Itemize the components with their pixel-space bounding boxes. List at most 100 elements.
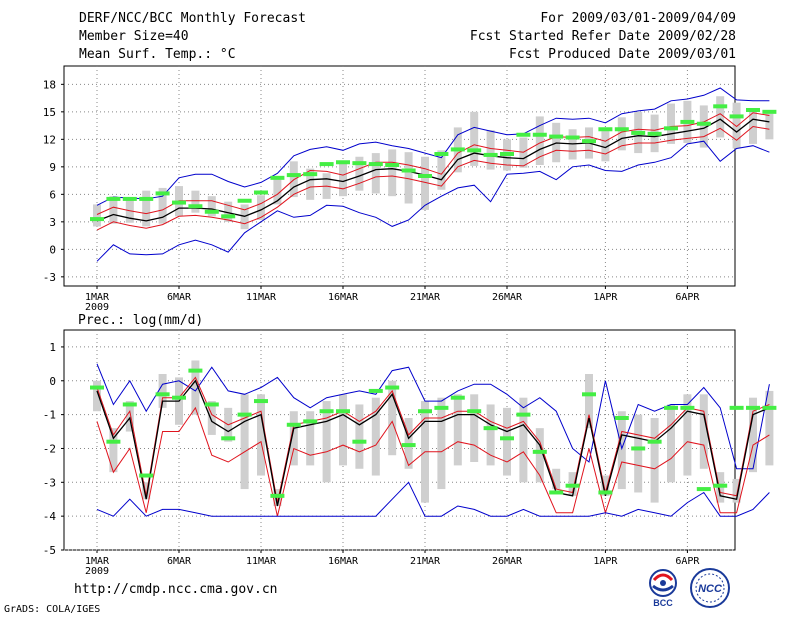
x-tick-label: 6APR xyxy=(675,556,700,567)
precip-panel-title: Prec.: log(mm/d) xyxy=(78,313,203,328)
spread-bar xyxy=(650,418,659,503)
x-tick-label: 21MAR xyxy=(410,556,441,567)
spread-bar xyxy=(306,411,315,466)
spread-bar xyxy=(552,468,561,490)
x-tick-label: 16MAR xyxy=(328,292,359,303)
median-mark xyxy=(106,439,121,444)
median-mark xyxy=(254,399,268,404)
spread-bar xyxy=(388,380,397,456)
median-mark xyxy=(270,493,285,498)
spread-bar xyxy=(371,397,380,476)
footer-url[interactable]: http://cmdp.ncc.cma.gov.cn xyxy=(74,582,278,597)
median-mark xyxy=(204,402,219,407)
spread-bar xyxy=(404,152,413,204)
median-mark xyxy=(188,204,203,209)
spread-bar xyxy=(339,394,347,466)
spread-bar xyxy=(437,150,446,190)
spread-bar xyxy=(601,475,610,496)
median-mark xyxy=(549,134,564,139)
median-mark xyxy=(385,385,400,390)
spread-bar xyxy=(240,394,249,490)
median-mark xyxy=(450,395,465,400)
median-mark xyxy=(418,174,432,178)
median-mark xyxy=(614,416,629,420)
series-line-max xyxy=(96,87,770,206)
median-mark xyxy=(582,392,596,397)
spread-bar xyxy=(699,105,708,148)
spread-bar xyxy=(421,156,429,210)
median-mark xyxy=(319,409,334,414)
member-size: Member Size=40 xyxy=(79,29,189,44)
spread-bar xyxy=(207,401,216,435)
series-line-min xyxy=(96,481,770,517)
spread-bar xyxy=(322,401,331,483)
series-line-mean xyxy=(96,118,770,222)
spread-bar xyxy=(716,96,725,138)
spread-bar xyxy=(601,131,610,162)
spread-bar xyxy=(470,111,479,166)
median-mark xyxy=(336,160,350,165)
median-mark xyxy=(303,172,318,177)
median-mark xyxy=(532,449,547,454)
median-mark xyxy=(500,152,514,156)
x-tick-label: 1MAR xyxy=(85,556,110,567)
ncc-logo: NCC xyxy=(686,566,734,610)
median-mark xyxy=(319,162,334,167)
median-mark xyxy=(352,439,367,444)
median-mark xyxy=(762,405,777,410)
median-mark xyxy=(729,405,744,410)
median-mark xyxy=(352,161,367,166)
spread-bar xyxy=(437,397,446,490)
spread-bar xyxy=(158,187,167,224)
median-mark xyxy=(286,173,301,178)
x-tick-label: 21MAR xyxy=(410,292,441,303)
spread-bar xyxy=(125,401,134,432)
spread-bar xyxy=(109,196,118,224)
spread-bar xyxy=(158,374,167,408)
median-mark xyxy=(746,108,760,112)
spread-bar xyxy=(191,360,200,415)
spread-bar xyxy=(306,168,315,200)
x-year-label: 2009 xyxy=(85,302,109,313)
y-tick-label: 12 xyxy=(43,133,56,146)
y-tick-label: 15 xyxy=(43,106,56,119)
median-mark xyxy=(680,119,695,124)
spread-bar xyxy=(142,190,151,227)
median-mark xyxy=(286,422,301,427)
median-mark xyxy=(516,132,531,137)
median-mark xyxy=(155,191,170,196)
spread-bar xyxy=(535,116,544,165)
median-mark xyxy=(664,126,678,131)
forecast-period: For 2009/03/01-2009/04/09 xyxy=(540,11,736,26)
median-mark xyxy=(598,127,613,132)
spread-bar xyxy=(765,113,774,140)
median-mark xyxy=(90,385,104,390)
spread-bar xyxy=(749,397,757,473)
median-mark xyxy=(664,405,678,410)
median-mark xyxy=(647,439,662,444)
median-mark xyxy=(122,196,137,201)
median-mark xyxy=(467,148,482,153)
median-mark xyxy=(614,127,629,132)
spread-bar xyxy=(257,195,265,220)
median-mark xyxy=(270,175,285,180)
series-line-min xyxy=(96,140,770,262)
y-tick-label: -2 xyxy=(43,442,56,455)
y-tick-label: 1 xyxy=(49,341,56,354)
y-tick-label: -3 xyxy=(43,271,56,284)
spread-bar xyxy=(667,103,675,144)
variable-label: Mean Surf. Temp.: °C xyxy=(79,47,236,62)
median-mark xyxy=(696,121,711,126)
spread-bar xyxy=(486,130,495,170)
median-mark xyxy=(631,446,646,451)
ncc-logo-text: NCC xyxy=(698,583,723,595)
median-mark xyxy=(90,217,104,222)
median-mark xyxy=(565,135,580,140)
y-tick-label: 9 xyxy=(49,161,56,174)
median-mark xyxy=(483,426,498,431)
x-tick-label: 11MAR xyxy=(246,556,277,567)
series-line-p10 xyxy=(96,406,770,517)
spread-bar xyxy=(503,407,511,476)
median-mark xyxy=(303,419,318,424)
median-mark xyxy=(385,163,400,167)
